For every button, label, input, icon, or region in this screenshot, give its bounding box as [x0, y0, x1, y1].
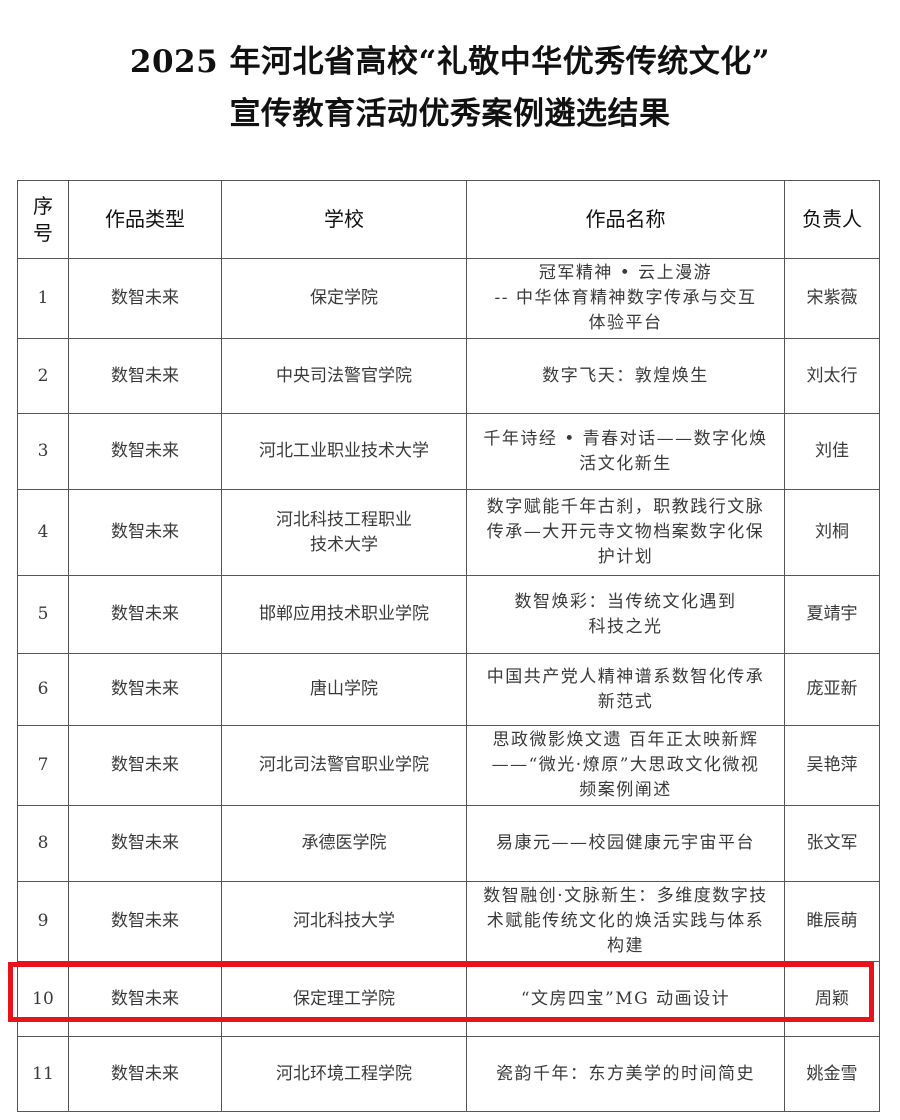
cell-lead: 睢辰萌: [784, 881, 880, 962]
cell-no: 10: [17, 961, 69, 1037]
cell-lead: 刘太行: [784, 338, 880, 414]
cell-work: 数智融创·文脉新生：多维度数字技 术赋能传统文化的焕活实践与体系 构建: [466, 881, 785, 962]
cell-type: 数智未来: [68, 961, 222, 1037]
cell-no: 5: [17, 575, 69, 654]
cell-type: 数智未来: [68, 1036, 222, 1112]
cell-lead: 夏靖宇: [784, 575, 880, 654]
cell-no: 7: [17, 725, 69, 806]
table-row: 3 数智未来 河北工业职业技术大学 千年诗经 • 青春对话——数字化焕 活文化新生 刘佳: [17, 413, 880, 490]
document-title-line2: 宣传教育活动优秀案例遴选结果: [229, 96, 671, 132]
cell-school: 唐山学院: [221, 653, 467, 726]
table-row: 4 数智未来 河北科技工程职业 技术大学 数字赋能千年古刹，职教践行文脉 传承—大开元…: [17, 489, 880, 576]
table-row: 2 数智未来 中央司法警官学院 数字飞天：敦煌焕生 刘太行: [17, 338, 880, 414]
cell-school: 河北科技工程职业 技术大学: [221, 489, 467, 576]
cell-type: 数智未来: [68, 805, 222, 882]
cell-work: 数字赋能千年古刹，职教践行文脉 传承—大开元寺文物档案数字化保 护计划: [466, 489, 785, 576]
cell-work: 数字飞天：敦煌焕生: [466, 338, 785, 414]
header-no: 序号: [17, 180, 69, 259]
table-row: 6 数智未来 唐山学院 中国共产党人精神谱系数智化传承 新范式 庞亚新: [17, 653, 880, 726]
table-row: 5 数智未来 邯郸应用技术职业学院 数智焕彩：当传统文化遇到 科技之光 夏靖宇: [17, 575, 880, 654]
table-row: 9 数智未来 河北科技大学 数智融创·文脉新生：多维度数字技 术赋能传统文化的焕活实践…: [17, 881, 880, 962]
cell-no: 9: [17, 881, 69, 962]
cell-no: 11: [17, 1036, 69, 1112]
header-lead: 负责人: [784, 180, 880, 259]
cell-lead: 庞亚新: [784, 653, 880, 726]
cell-lead: 张文军: [784, 805, 880, 882]
cell-work: 千年诗经 • 青春对话——数字化焕 活文化新生: [466, 413, 785, 490]
cell-type: 数智未来: [68, 258, 222, 339]
table-row: 7 数智未来 河北司法警官职业学院 思政微影焕文遗 百年正太映新辉 ——“微光·燎原”…: [17, 725, 880, 806]
cell-work: 冠军精神 • 云上漫游 -- 中华体育精神数字传承与交互 体验平台: [466, 258, 785, 339]
table-row: 8 数智未来 承德医学院 易康元——校园健康元宇宙平台 张文军: [17, 805, 880, 882]
table-header-row: 序号 作品类型 学校 作品名称 负责人: [17, 180, 880, 259]
table-row: 1 数智未来 保定学院 冠军精神 • 云上漫游 -- 中华体育精神数字传承与交互 体验…: [17, 258, 880, 339]
cell-school: 中央司法警官学院: [221, 338, 467, 414]
cell-school: 河北工业职业技术大学: [221, 413, 467, 490]
header-school: 学校: [221, 180, 467, 259]
results-table: 序号 作品类型 学校 作品名称 负责人 1 数智未来 保定学院 冠军精神 • 云上漫游…: [17, 180, 880, 1112]
cell-school: 承德医学院: [221, 805, 467, 882]
document-title-line1: 2025 年河北省高校“礼敬中华优秀传统文化”: [129, 44, 771, 80]
cell-work: 思政微影焕文遗 百年正太映新辉 ——“微光·燎原”大思政文化微视 频案例阐述: [466, 725, 785, 806]
cell-school: 河北环境工程学院: [221, 1036, 467, 1112]
cell-type: 数智未来: [68, 725, 222, 806]
cell-no: 2: [17, 338, 69, 414]
cell-lead: 刘桐: [784, 489, 880, 576]
cell-lead: 姚金雪: [784, 1036, 880, 1112]
cell-school: 河北司法警官职业学院: [221, 725, 467, 806]
cell-work: 易康元——校园健康元宇宙平台: [466, 805, 785, 882]
cell-work: 中国共产党人精神谱系数智化传承 新范式: [466, 653, 785, 726]
cell-work: 瓷韵千年：东方美学的时间简史: [466, 1036, 785, 1112]
cell-lead: 吴艳萍: [784, 725, 880, 806]
cell-type: 数智未来: [68, 338, 222, 414]
cell-no: 6: [17, 653, 69, 726]
cell-type: 数智未来: [68, 575, 222, 654]
header-type: 作品类型: [68, 180, 222, 259]
cell-no: 1: [17, 258, 69, 339]
cell-school: 保定学院: [221, 258, 467, 339]
cell-lead: 宋紫薇: [784, 258, 880, 339]
cell-type: 数智未来: [68, 489, 222, 576]
cell-school: 河北科技大学: [221, 881, 467, 962]
table-row: 10 数智未来 保定理工学院 “文房四宝”MG 动画设计 周颖: [17, 961, 880, 1037]
cell-work: 数智焕彩：当传统文化遇到 科技之光: [466, 575, 785, 654]
cell-type: 数智未来: [68, 881, 222, 962]
cell-school: 保定理工学院: [221, 961, 467, 1037]
table-row: 11 数智未来 河北环境工程学院 瓷韵千年：东方美学的时间简史 姚金雪: [17, 1036, 880, 1112]
cell-no: 8: [17, 805, 69, 882]
cell-no: 4: [17, 489, 69, 576]
cell-no: 3: [17, 413, 69, 490]
cell-lead: 周颖: [784, 961, 880, 1037]
header-work: 作品名称: [466, 180, 785, 259]
cell-school: 邯郸应用技术职业学院: [221, 575, 467, 654]
cell-work: “文房四宝”MG 动画设计: [466, 961, 785, 1037]
cell-type: 数智未来: [68, 413, 222, 490]
cell-type: 数智未来: [68, 653, 222, 726]
cell-lead: 刘佳: [784, 413, 880, 490]
